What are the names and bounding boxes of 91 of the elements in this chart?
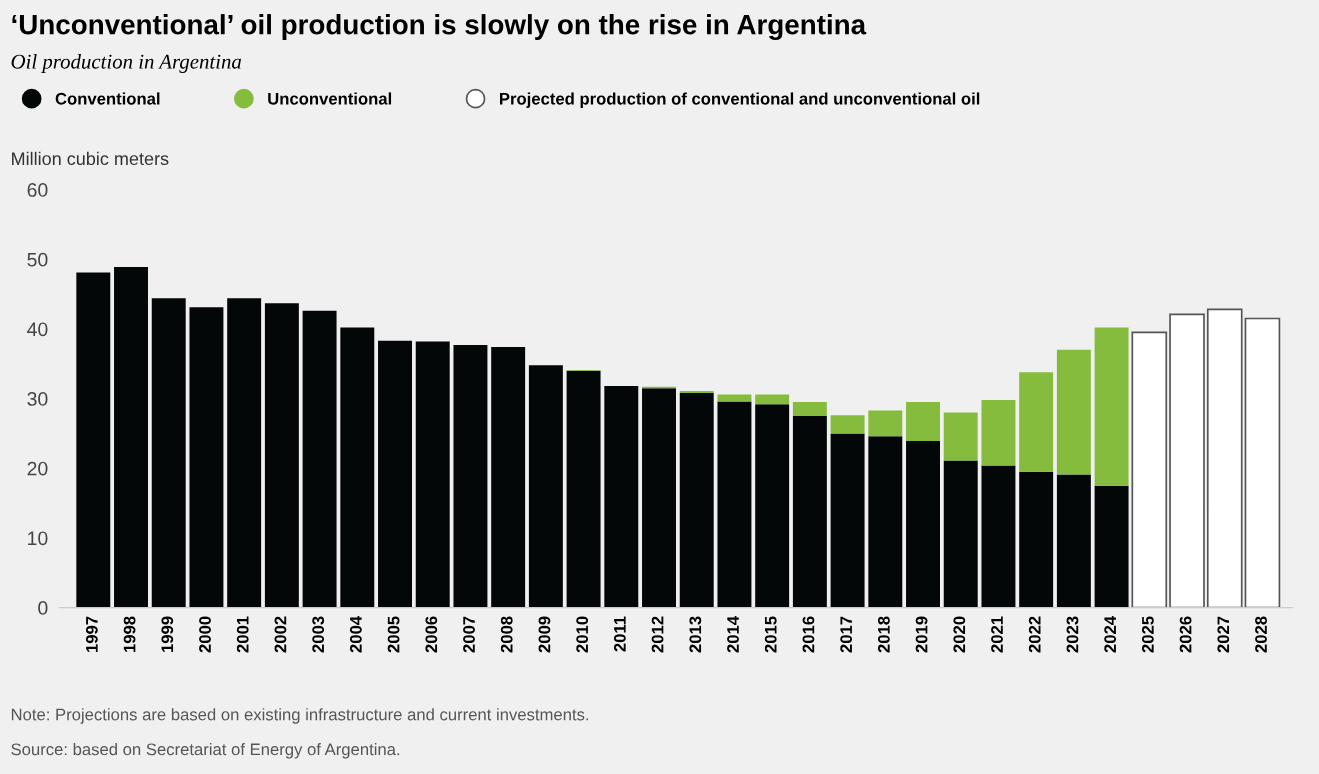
bar [906, 441, 940, 608]
bar [906, 402, 940, 442]
bar [717, 394, 752, 402]
bar [755, 394, 790, 405]
bar [227, 298, 262, 608]
x-tick-label: 2000 [199, 616, 211, 653]
bar [830, 433, 865, 608]
bar [1094, 485, 1129, 608]
bar [981, 400, 1016, 466]
bar [1056, 474, 1091, 608]
x-tick-label: 2022 [1028, 616, 1041, 653]
bar [1019, 372, 1054, 472]
x-tick-label: 2004 [349, 616, 362, 653]
x-tick-label: 2024 [1104, 616, 1117, 653]
x-tick-label: 2002 [274, 616, 287, 653]
y-tick-label: 40 [27, 322, 48, 337]
chart-title: ‘Unconventional’ oil production is slowly on the rise in Argentina [12, 14, 867, 41]
x-tick-label: 2027 [1217, 616, 1230, 653]
bar [642, 388, 676, 608]
bar [1131, 331, 1168, 608]
bar [491, 347, 526, 608]
x-tick-label: 2009 [538, 616, 551, 653]
bar [1094, 327, 1129, 486]
bar [679, 390, 714, 394]
x-tick-label: 2020 [953, 616, 966, 653]
bar [566, 370, 601, 608]
y-tick-label: 30 [27, 392, 48, 406]
bar [264, 303, 299, 608]
x-tick-label: 2019 [915, 616, 928, 653]
legend-label: Projected production of conventional and unconventional oil [499, 92, 980, 108]
bar [943, 460, 978, 608]
x-tick-label: 2007 [463, 616, 475, 653]
x-tick-label: 1999 [161, 616, 174, 652]
bar [151, 298, 186, 608]
x-tick-label: 2017 [840, 616, 853, 653]
x-tick-label: 2026 [1179, 616, 1192, 653]
bar [189, 307, 224, 608]
bar [302, 310, 337, 608]
bar [378, 340, 412, 608]
y-tick-label: 10 [28, 531, 48, 546]
bar [453, 344, 488, 608]
x-tick-label: 2005 [387, 616, 400, 653]
x-tick-label: 1998 [123, 616, 136, 652]
legend-label: Conventional [55, 92, 160, 105]
y-tick-label: 60 [27, 183, 48, 197]
x-tick-label: 2008 [500, 616, 513, 653]
bar [604, 386, 639, 608]
source-note: Source: based on Secretariat of Energy of Argentina. [11, 743, 400, 759]
bar [755, 404, 790, 608]
x-tick-label: 2011 [613, 616, 626, 652]
bar [1206, 308, 1243, 608]
x-tick-label: 2023 [1066, 616, 1079, 653]
bar [792, 416, 827, 608]
bar [415, 341, 450, 608]
x-tick-label: 2021 [991, 616, 1003, 653]
bar [76, 272, 111, 608]
bar [868, 436, 903, 608]
bar [1019, 471, 1054, 608]
x-tick-label: 2001 [236, 616, 249, 653]
bar [830, 415, 865, 434]
bar [868, 410, 903, 437]
bar [1169, 313, 1205, 608]
bar [114, 266, 148, 608]
x-tick-label: 2028 [1255, 616, 1267, 653]
x-tick-label: 2010 [576, 616, 589, 653]
bar [679, 393, 714, 608]
x-tick-label: 2015 [764, 616, 777, 653]
bar [1244, 317, 1281, 608]
legend-label: Unconventional [268, 92, 392, 105]
x-tick-label: 2013 [689, 616, 702, 653]
bar [717, 401, 752, 608]
x-tick-label: 2016 [802, 616, 815, 653]
bar [340, 327, 375, 608]
y-axis-title: Million cubic meters [12, 151, 169, 166]
x-tick-label: 2003 [312, 616, 325, 653]
x-tick-label: 2025 [1141, 616, 1154, 653]
y-tick-label: 20 [27, 461, 48, 476]
x-tick-label: 2006 [425, 616, 438, 653]
x-tick-label: 2014 [727, 616, 739, 653]
x-tick-label: 2012 [651, 616, 664, 653]
y-tick-label: 0 [38, 601, 48, 615]
bar [1056, 349, 1091, 475]
chart-subtitle: Oil production in Argentina [11, 54, 242, 73]
y-tick-label: 50 [27, 252, 48, 267]
text: Note: Projections are based on existing infrastructure and current investments. [11, 708, 589, 724]
bar [528, 365, 563, 608]
bar [981, 465, 1016, 608]
bar [792, 402, 827, 417]
x-tick-label: 2018 [877, 616, 890, 653]
x-tick-label: 1997 [85, 616, 98, 652]
bar [943, 412, 978, 461]
